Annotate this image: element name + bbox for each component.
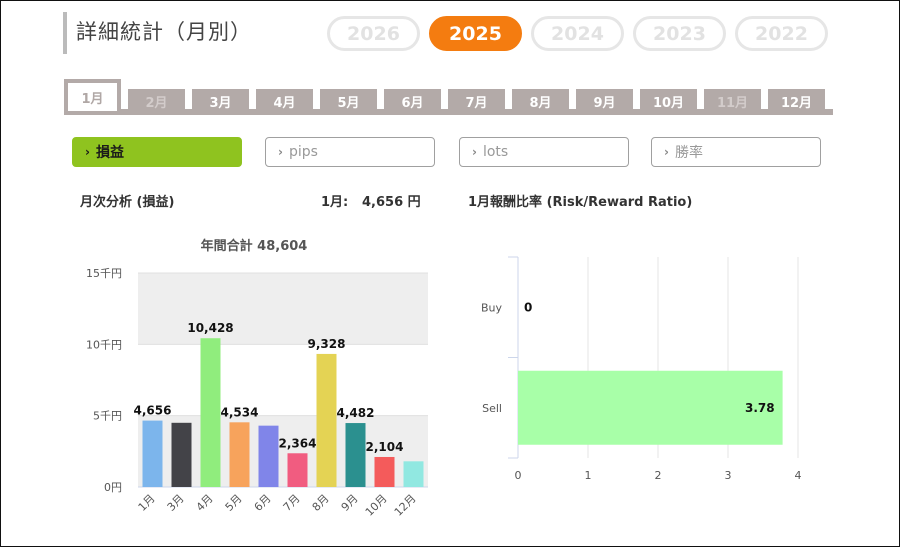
- chevron-right-icon: ›: [278, 145, 283, 159]
- x-tick-label: 0: [515, 469, 522, 482]
- bar-5: [258, 425, 279, 487]
- year-pill-2022[interactable]: 2022: [735, 16, 828, 51]
- x-tick-label: 12月: [392, 492, 419, 519]
- metric-label: 損益: [95, 145, 124, 161]
- month-tab-11[interactable]: 11月: [704, 89, 761, 113]
- y-tick-label: 5千円: [93, 410, 122, 423]
- plot-band: [138, 344, 428, 416]
- month-tab-1[interactable]: 1月: [64, 79, 121, 111]
- month-tab-3[interactable]: 3月: [192, 89, 249, 113]
- bar-sell: [518, 370, 783, 445]
- year-pill-2023[interactable]: 2023: [633, 16, 726, 51]
- current-month-label: 1月:: [321, 195, 349, 210]
- risk-reward-chart: 0 1 2 3 4 Buy 0 Sell 3.78: [481, 256, 802, 482]
- x-tick-label: 2: [655, 469, 662, 482]
- x-tick-label: 4: [795, 469, 802, 482]
- x-tick-label: 4月: [194, 492, 216, 514]
- monthly-pnl-chart: 0円 5千円 10千円 15千円 年間合計 48,604 4,656 1月 3月 10,428 4…: [86, 238, 428, 519]
- bar-2: [171, 422, 192, 487]
- bar-8: [345, 423, 366, 487]
- x-tick-label: 7月: [281, 492, 303, 514]
- chevron-right-icon: ›: [472, 145, 477, 159]
- bar-data-label: 10,428: [187, 321, 233, 335]
- metric-label: 勝率: [674, 145, 703, 161]
- x-tick-label: 3: [725, 469, 732, 482]
- bar-data-label: 3.78: [745, 401, 775, 415]
- x-tick-label: 9月: [339, 492, 361, 514]
- metric-label: lots: [482, 144, 509, 160]
- bar-data-label: 4,482: [337, 406, 375, 420]
- metric-button-lots[interactable]: › lots: [459, 137, 629, 167]
- year-pill-2024[interactable]: 2024: [531, 16, 624, 51]
- x-tick-label: 5月: [223, 492, 245, 514]
- metric-button-winrate[interactable]: › 勝率: [651, 137, 821, 167]
- x-tick-label: 6月: [252, 492, 274, 514]
- chevron-right-icon: ›: [85, 145, 90, 159]
- x-tick-label: 3月: [165, 492, 187, 514]
- metric-button-pnl[interactable]: › 損益: [72, 137, 242, 167]
- bar-data-label: 4,656: [134, 404, 172, 418]
- year-selector: 2026 2025 2024 2023 2022: [327, 16, 828, 51]
- bar-data-label: 2,364: [279, 436, 317, 450]
- bar-3: [200, 338, 221, 487]
- x-tick-label: 8月: [310, 492, 332, 514]
- bar-data-label: 2,104: [366, 440, 404, 454]
- x-tick-label: 1: [585, 469, 592, 482]
- bar-data-label: 0: [524, 300, 532, 314]
- title-accent-bar: [63, 12, 67, 54]
- month-tab-10[interactable]: 10月: [640, 89, 697, 113]
- monthly-analysis-heading: 月次分析 (損益): [80, 195, 175, 210]
- bar-6: [287, 453, 308, 487]
- y-tick-label: 10千円: [86, 338, 122, 351]
- y-tick-label: 15千円: [86, 267, 122, 280]
- year-pill-2025[interactable]: 2025: [429, 16, 522, 51]
- x-tick-label: 1月: [136, 492, 158, 514]
- metric-button-pips[interactable]: › pips: [265, 137, 435, 167]
- bar-1: [142, 420, 163, 487]
- bar-4: [229, 422, 250, 487]
- bar-7: [316, 353, 337, 487]
- month-tab-2[interactable]: 2月: [128, 89, 185, 113]
- month-tab-6[interactable]: 6月: [384, 89, 441, 113]
- bar-data-label: 9,328: [308, 337, 346, 351]
- plot-band: [138, 273, 428, 345]
- y-tick-label: 0円: [104, 481, 122, 494]
- current-month-value: 4,656 円: [362, 195, 421, 210]
- y-tick-label: Buy: [481, 301, 503, 314]
- year-pill-2026[interactable]: 2026: [327, 16, 420, 51]
- chevron-right-icon: ›: [664, 145, 669, 159]
- bar-10: [403, 461, 424, 487]
- metric-label: pips: [288, 144, 318, 160]
- month-tab-4[interactable]: 4月: [256, 89, 313, 113]
- month-tab-12[interactable]: 12月: [768, 89, 825, 113]
- ratio-heading: 1月報酬比率 (Risk/Reward Ratio): [468, 195, 693, 210]
- month-tabs: 1月 2月 3月 4月 5月 6月 7月 8月 9月 10月 11月 12月: [64, 79, 833, 115]
- month-tab-9[interactable]: 9月: [576, 89, 633, 113]
- chart-title: 年間合計 48,604: [201, 238, 308, 254]
- x-tick-label: 10月: [363, 492, 390, 519]
- y-tick-label: Sell: [482, 402, 502, 415]
- month-tab-8[interactable]: 8月: [512, 89, 569, 113]
- month-tab-5[interactable]: 5月: [320, 89, 377, 113]
- bar-9: [374, 456, 395, 487]
- bar-data-label: 4,534: [221, 405, 259, 419]
- month-tab-7[interactable]: 7月: [448, 89, 505, 113]
- page-title: 詳細統計（月別）: [76, 20, 252, 44]
